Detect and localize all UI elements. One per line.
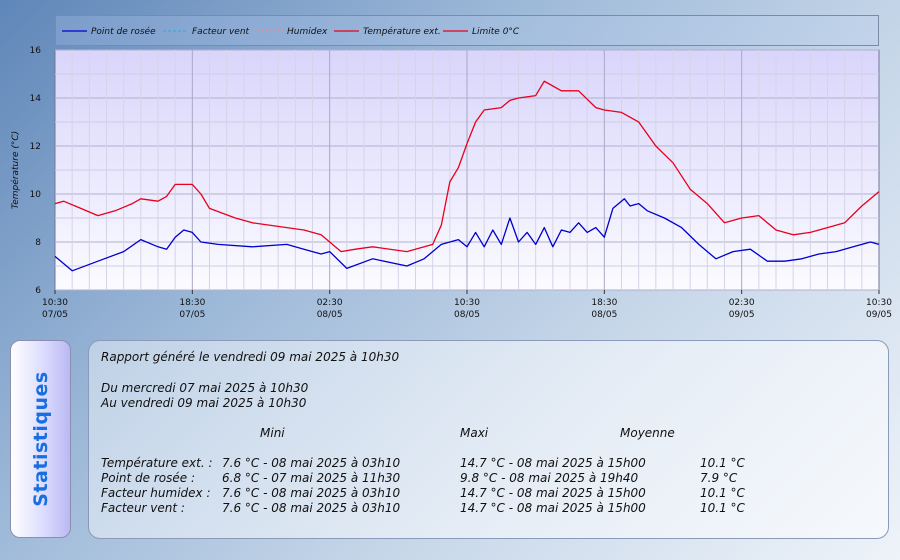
x-tick-date: 07/05 (42, 310, 68, 320)
legend-label: Humidex (287, 27, 328, 37)
row-min: 6.8 °C - 07 mai 2025 à 11h30 (222, 471, 401, 485)
y-tick-label: 6 (35, 286, 41, 296)
to-line: Au vendredi 09 mai 2025 à 10h30 (101, 396, 307, 410)
row-avg: 10.1 °C (700, 456, 745, 470)
x-tick-time: 18:30 (179, 298, 205, 308)
header-avg: Moyenne (620, 426, 675, 440)
header-min: Mini (260, 426, 285, 440)
y-axis-label: Température (°C) (10, 131, 21, 209)
stats-panel (88, 340, 889, 539)
row-label: Point de rosée : (101, 471, 196, 485)
report-line: Rapport généré le vendredi 09 mai 2025 à… (101, 350, 400, 364)
x-tick-time: 18:30 (591, 298, 617, 308)
row-min: 7.6 °C - 08 mai 2025 à 03h10 (222, 501, 401, 515)
row-min: 7.6 °C - 08 mai 2025 à 03h10 (222, 486, 401, 500)
chart-legend (55, 15, 879, 46)
x-tick-time: 02:30 (729, 298, 755, 308)
legend-items: Point de rosée Facteur vent Humidex Tempéra… (62, 26, 520, 37)
x-tick-date: 08/05 (591, 310, 617, 320)
series-line (54, 80, 880, 253)
row-avg: 7.9 °C (700, 471, 738, 485)
row-avg: 10.1 °C (700, 486, 745, 500)
stats-title: Statistiques (29, 371, 52, 507)
x-tick-date: 07/05 (179, 310, 205, 320)
row-max: 14.7 °C - 08 mai 2025 à 15h00 (460, 501, 646, 515)
y-tick-label: 10 (30, 190, 42, 200)
row-label: Facteur vent : (101, 501, 185, 515)
x-tick-date: 08/05 (454, 310, 480, 320)
x-tick-date: 09/05 (866, 310, 892, 320)
legend-label: Température ext. (363, 26, 441, 37)
y-tick-label: 14 (30, 94, 42, 104)
from-line: Du mercredi 07 mai 2025 à 10h30 (101, 381, 309, 395)
legend-label: Limite 0°C (472, 27, 520, 37)
row-label: Facteur humidex : (101, 486, 211, 500)
y-tick-label: 16 (30, 46, 42, 56)
header-max: Maxi (460, 426, 489, 440)
legend-label: Facteur vent (192, 27, 250, 37)
x-tick-date: 09/05 (729, 310, 755, 320)
x-tick-time: 10:30 (42, 298, 68, 308)
stats-side-tab: Statistiques (10, 340, 71, 538)
legend-label: Point de rosée (91, 26, 156, 37)
row-min: 7.6 °C - 08 mai 2025 à 03h10 (222, 456, 401, 470)
y-tick-label: 8 (35, 238, 41, 248)
row-max: 14.7 °C - 08 mai 2025 à 15h00 (460, 456, 646, 470)
row-avg: 10.1 °C (700, 501, 745, 515)
row-max: 14.7 °C - 08 mai 2025 à 15h00 (460, 486, 646, 500)
temperature-chart: 6 8 10 12 14 16 10:30 07/05 18:30 07/05 02:30 08/05… (10, 26, 893, 320)
y-tick-label: 12 (30, 142, 41, 152)
axis-ticks: 6 8 10 12 14 16 10:30 07/05 18:30 07/05 02:30 08/05… (30, 46, 893, 320)
x-tick-time: 10:30 (866, 298, 892, 308)
series-group (54, 80, 880, 272)
x-tick-time: 10:30 (454, 298, 480, 308)
x-tick-time: 02:30 (317, 298, 343, 308)
series-line (54, 198, 880, 272)
row-label: Température ext. : (101, 456, 213, 470)
x-tick-date: 08/05 (317, 310, 343, 320)
row-max: 9.8 °C - 08 mai 2025 à 19h40 (460, 471, 639, 485)
